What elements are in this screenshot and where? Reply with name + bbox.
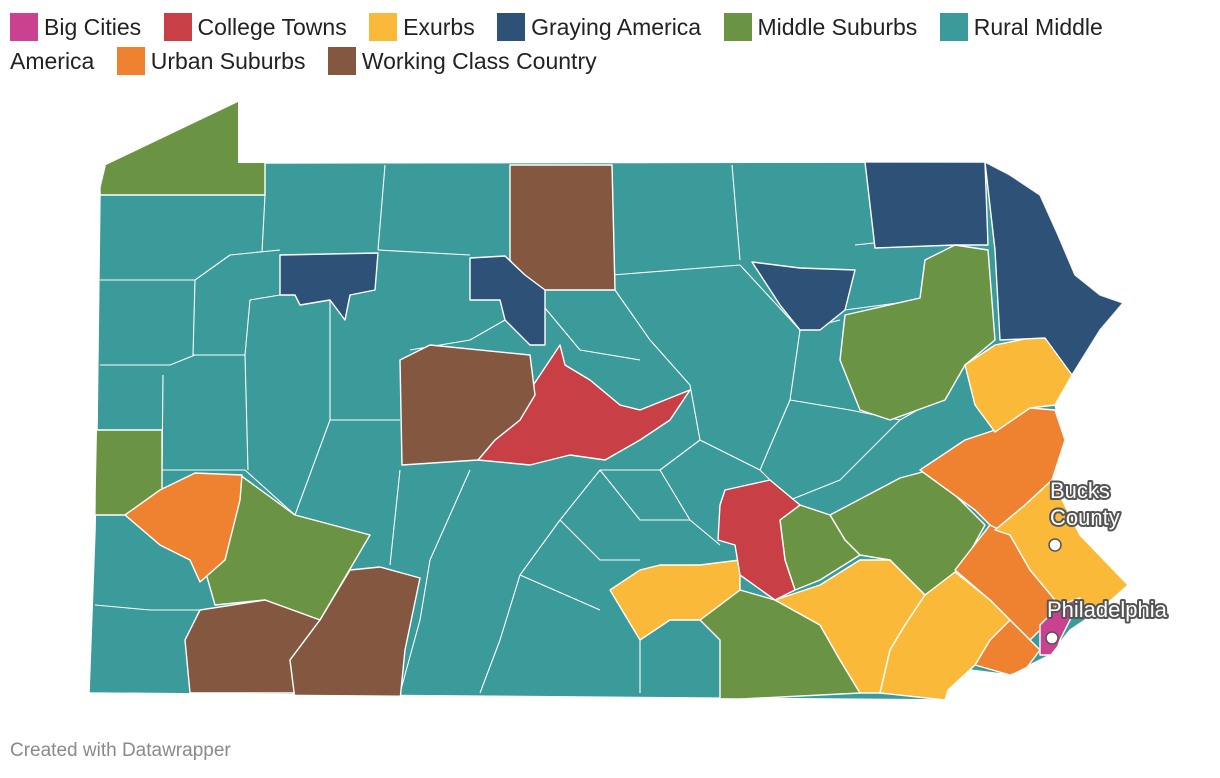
bucks-county-marker[interactable] [1048, 538, 1062, 552]
legend-label: Middle Suburbs [757, 14, 918, 40]
county-forest[interactable] [279, 252, 379, 321]
county-wayne[interactable] [864, 161, 989, 249]
legend-swatch [327, 47, 356, 75]
legend-label: College Towns [197, 14, 347, 40]
legend-item-graying-america[interactable]: Graying America [497, 10, 701, 44]
legend-item-rural-middle-america[interactable]: Rural Middle [939, 10, 1103, 44]
legend-label: Working Class Country [361, 48, 597, 74]
philadelphia-marker[interactable] [1045, 631, 1059, 645]
legend-swatch [163, 13, 192, 41]
legend: Big Cities College Towns Exurbs Graying … [10, 10, 1170, 78]
legend-item-rural-middle-america-cont: America [10, 44, 94, 78]
legend-swatch [369, 13, 398, 41]
legend-label: Exurbs [403, 14, 475, 40]
urban-suburbs-regions [124, 407, 1066, 676]
county-luzerne[interactable] [839, 244, 996, 421]
working-class-country-regions [184, 164, 616, 700]
legend-swatch [939, 13, 968, 41]
college-towns-regions [477, 344, 801, 601]
bucks-county-label-line1: Bucks [1050, 478, 1110, 503]
legend-label: Graying America [531, 14, 702, 40]
legend-item-big-cities[interactable]: Big Cities [10, 10, 141, 44]
county-allegheny[interactable] [124, 472, 243, 583]
county-elk[interactable] [509, 164, 616, 291]
legend-item-urban-suburbs[interactable]: Urban Suburbs [116, 44, 306, 78]
county-adams[interactable] [609, 559, 741, 641]
county-somerset[interactable] [289, 566, 421, 700]
credit-text: Created with Datawrapper [10, 740, 231, 761]
county-cameron[interactable] [469, 255, 546, 346]
legend-item-exurbs[interactable]: Exurbs [369, 10, 475, 44]
legend-label: America [10, 48, 95, 74]
county-sullivan[interactable] [751, 261, 856, 331]
county-dauphin[interactable] [717, 479, 801, 601]
legend-item-middle-suburbs[interactable]: Middle Suburbs [723, 10, 918, 44]
county-clearfield[interactable] [399, 344, 536, 466]
annotations: Bucks County Philadelphia [1045, 476, 1170, 645]
county-monroe[interactable] [964, 334, 1073, 433]
legend-label: Urban Suburbs [150, 48, 306, 74]
legend-swatch [10, 13, 38, 41]
legend-swatch [116, 47, 145, 75]
legend-item-working-class-country[interactable]: Working Class Country [327, 44, 597, 78]
legend-item-college-towns[interactable]: College Towns [163, 10, 347, 44]
legend-swatch [497, 13, 526, 41]
legend-label: Rural Middle [973, 14, 1103, 40]
county-pike-wayne[interactable] [984, 161, 1124, 376]
county-erie[interactable] [99, 100, 266, 196]
bucks-county-label-line2: County [1050, 505, 1120, 530]
county-lehigh[interactable] [919, 407, 1066, 531]
legend-swatch [723, 13, 752, 41]
philadelphia-label: Philadelphia [1047, 597, 1168, 622]
legend-label: Big Cities [44, 14, 142, 40]
